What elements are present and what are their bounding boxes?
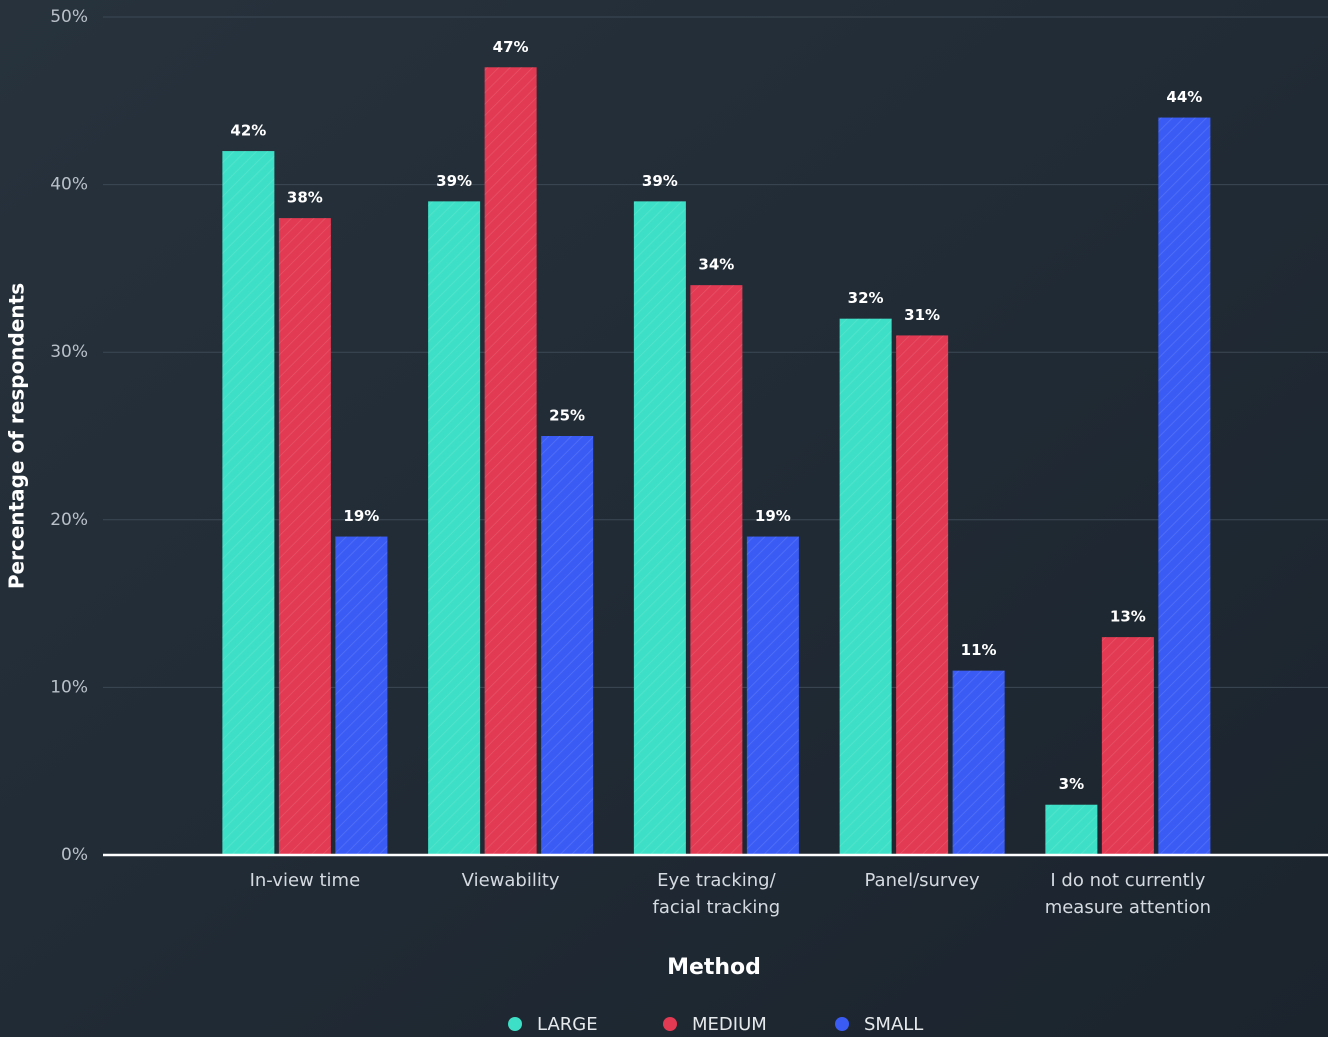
bar-hatch xyxy=(1101,637,1154,855)
y-tick-label: 50% xyxy=(50,7,88,27)
value-label: 39% xyxy=(642,172,678,190)
bar-hatch xyxy=(1045,804,1098,855)
value-label: 31% xyxy=(904,306,940,324)
bar-hatch xyxy=(746,536,799,855)
x-tick-label: In-view time xyxy=(250,870,361,891)
value-label: 11% xyxy=(961,641,997,659)
bar-hatch xyxy=(952,670,1005,855)
value-label: 34% xyxy=(698,256,734,274)
bar-hatch xyxy=(690,285,743,855)
value-label: 3% xyxy=(1059,775,1084,793)
y-tick-label: 40% xyxy=(50,175,88,195)
value-label: 39% xyxy=(436,172,472,190)
legend-marker xyxy=(508,1017,522,1031)
bar-hatch xyxy=(1158,117,1211,855)
x-tick-label: Eye tracking/facial tracking xyxy=(653,870,781,918)
value-label: 25% xyxy=(549,407,585,425)
legend-label: MEDIUM xyxy=(692,1014,767,1035)
x-tick-label: Panel/survey xyxy=(865,870,981,891)
value-label: 38% xyxy=(287,189,323,207)
bar-hatch xyxy=(278,218,331,855)
legend-label: SMALL xyxy=(864,1014,923,1035)
y-tick-label: 30% xyxy=(50,342,88,362)
bar-hatch xyxy=(633,201,686,856)
x-tick-label: I do not currently measure attention xyxy=(1045,870,1211,918)
y-tick-label: 10% xyxy=(50,677,88,697)
y-axis-title: Percentage of respondents xyxy=(5,283,29,589)
bar-hatch xyxy=(335,536,388,855)
value-label: 19% xyxy=(343,507,379,525)
bar-hatch xyxy=(839,318,892,855)
value-label: 44% xyxy=(1166,88,1202,106)
y-tick-label: 20% xyxy=(50,510,88,530)
value-label: 47% xyxy=(493,38,529,56)
legend-marker xyxy=(663,1017,677,1031)
value-label: 42% xyxy=(230,122,266,140)
legend-marker xyxy=(835,1017,849,1031)
legend-label: LARGE xyxy=(537,1014,598,1035)
bar-hatch xyxy=(484,67,537,855)
y-tick-label: 0% xyxy=(61,845,88,865)
x-axis-title: Method xyxy=(667,955,761,980)
value-label: 13% xyxy=(1110,608,1146,626)
bar-hatch xyxy=(222,151,275,855)
value-label: 32% xyxy=(848,289,884,307)
bar-hatch xyxy=(896,335,949,855)
bar-hatch xyxy=(428,201,481,856)
bar-hatch xyxy=(541,436,594,855)
x-tick-label: Viewability xyxy=(462,870,560,891)
value-label: 19% xyxy=(755,507,791,525)
